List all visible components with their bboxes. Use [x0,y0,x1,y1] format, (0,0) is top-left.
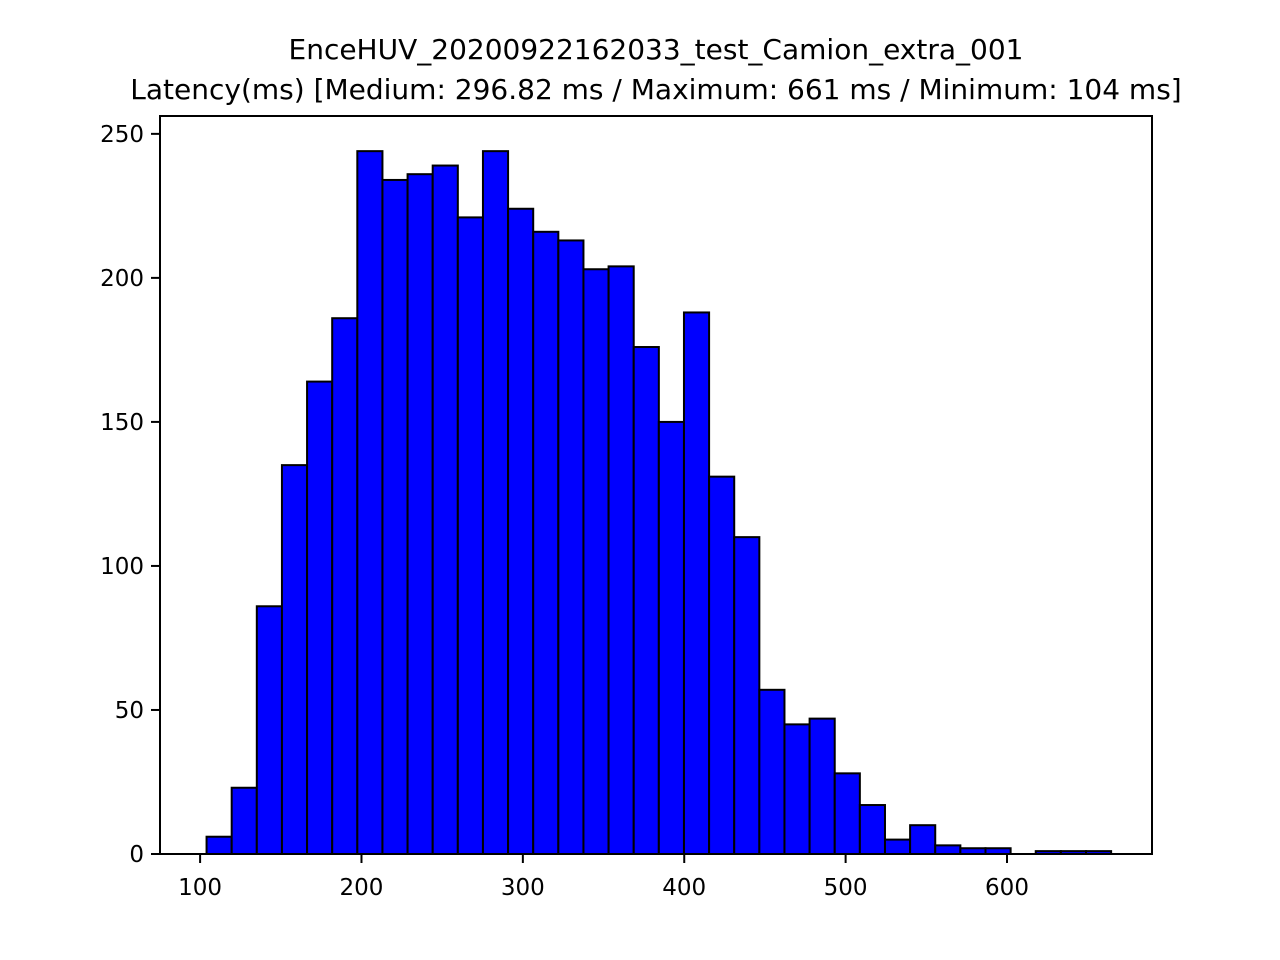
plot-area-frame [159,115,1153,855]
histogram-bar [230,786,258,855]
x-tick-label: 300 [501,875,545,901]
chart-subtitle: Latency(ms) [Medium: 296.82 ms / Maximum… [130,73,1181,106]
histogram-bar [758,688,786,856]
y-tick-label: 100 [100,554,144,580]
histogram-bar [708,475,736,855]
histogram-bar [833,772,861,855]
y-tick-label: 50 [115,698,144,724]
x-tick-label: 100 [178,875,222,901]
histogram-bar [657,420,685,855]
histogram-bar [381,178,409,855]
x-tick-label: 400 [662,875,706,901]
histogram-bars [205,150,1113,856]
histogram-bar [783,723,811,855]
histogram-bar [255,605,283,855]
histogram-bar [808,717,836,855]
histogram-bar [306,380,334,855]
histogram-bar [331,317,359,855]
histogram-bar [607,265,635,855]
histogram-bar [456,216,484,855]
histogram-bar [557,239,585,855]
x-tick-label: 500 [824,875,868,901]
histogram-bar [582,268,610,855]
y-tick-label: 250 [100,122,144,148]
y-tick-label: 0 [129,842,144,868]
x-tick-label: 200 [340,875,384,901]
y-axis-ticks: 0 50 100 150 200 250 [100,122,160,868]
histogram-bar [507,207,535,856]
histogram-bar [682,311,711,855]
histogram-bar [934,844,962,856]
histogram-bar [883,838,912,855]
histogram-bar [481,150,510,855]
y-tick-label: 200 [100,266,144,292]
x-axis-ticks: 100 200 300 400 500 600 [178,854,1029,901]
histogram-bar [205,835,233,855]
histogram-bar [532,230,560,856]
histogram-bar [858,804,886,856]
chart-title: EnceHUV_20200922162033_test_Camion_extra… [289,33,1024,66]
x-tick-label: 600 [985,875,1029,901]
y-tick-label: 150 [100,410,144,436]
histogram-bar [356,150,384,855]
histogram-bar [431,164,459,856]
histogram-bar [733,536,761,855]
histogram-bar [280,464,309,855]
histogram-bar [909,824,937,856]
histogram-bar [406,173,434,855]
histogram-bar [632,346,660,855]
